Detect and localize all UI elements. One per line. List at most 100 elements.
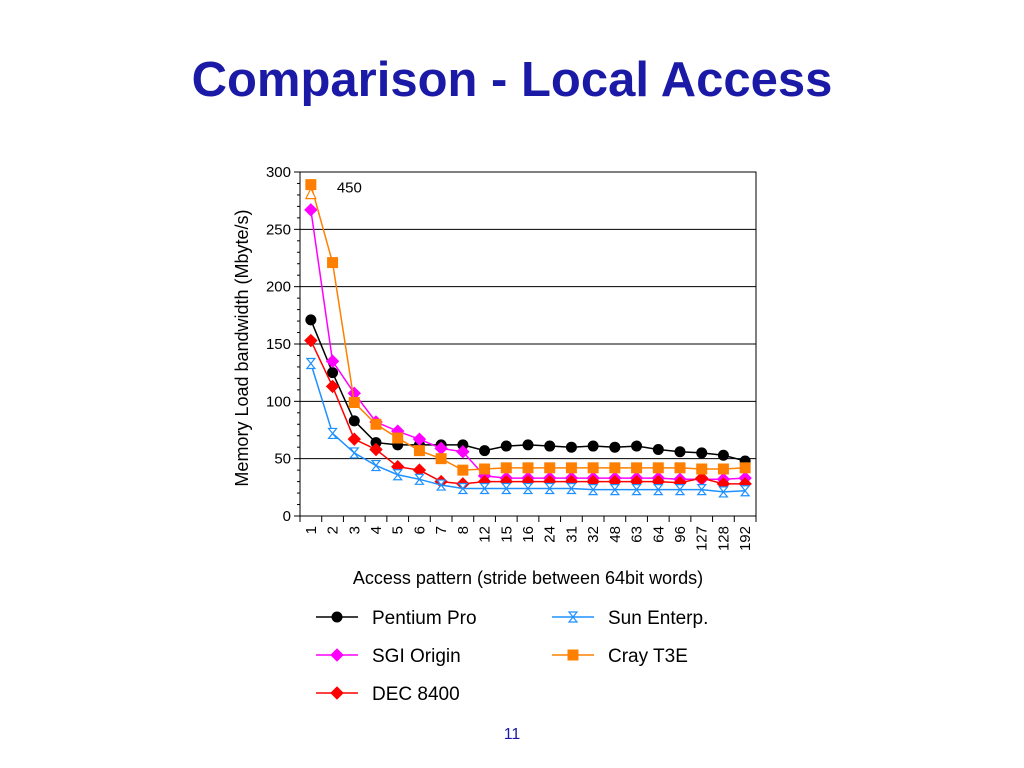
point-pentium-pro-32 [587, 440, 599, 452]
x-tick-label-127: 127 [694, 526, 711, 551]
y-tick-label-0: 0 [283, 508, 291, 525]
point-sun-enterp-48 [609, 484, 621, 496]
point-sun-enterp-1 [305, 357, 317, 370]
point-cray-t3e-5 [392, 432, 404, 444]
x-tick-label-15: 15 [498, 526, 515, 543]
point-sun-enterp-3 [349, 447, 360, 459]
y-tick-label-100: 100 [266, 393, 291, 410]
x-tick-label-6: 6 [411, 526, 428, 534]
x-tick-label-48: 48 [607, 526, 624, 543]
point-pentium-pro-1 [305, 314, 317, 326]
point-pentium-pro-15 [500, 440, 512, 452]
x-tick-label-32: 32 [585, 526, 602, 543]
point-pentium-pro-96 [674, 446, 686, 458]
legend-label-cray-t3e: Cray T3E [608, 646, 688, 667]
x-tick-label-8: 8 [455, 526, 472, 534]
point-pentium-pro-63 [631, 440, 643, 452]
y-axis-title: Memory Load bandwidth (Mbyte/s) [232, 209, 252, 486]
x-tick-label-4: 4 [368, 526, 385, 534]
x-axis-title: Access pattern (stride between 64bit wor… [353, 568, 703, 588]
point-sun-enterp-32 [587, 484, 599, 496]
point-pentium-pro-16 [522, 439, 534, 451]
legend-marker-cray-t3e [567, 649, 579, 661]
point-sun-enterp-128 [718, 486, 729, 498]
point-sun-enterp-6 [414, 473, 425, 485]
point-sun-enterp-192 [739, 485, 751, 497]
point-dec-8400-4 [369, 442, 383, 457]
point-cray-t3e-7 [435, 453, 447, 465]
point-cray-t3e-31 [565, 462, 577, 474]
point-sgi-origin-2 [325, 354, 340, 368]
point-sun-enterp-7 [435, 479, 447, 491]
y-tick-label-50: 50 [274, 451, 291, 468]
annotation-label: 450 [337, 180, 362, 197]
x-tick-label-5: 5 [390, 526, 407, 534]
legend-label-dec-8400: DEC 8400 [372, 684, 460, 705]
y-tick-label-150: 150 [266, 336, 291, 353]
point-pentium-pro-3 [348, 415, 360, 427]
point-cray-t3e-24 [544, 462, 556, 474]
point-cray-t3e-6 [413, 445, 425, 457]
point-sun-enterp-4 [370, 459, 382, 472]
point-sun-enterp-96 [674, 484, 686, 496]
x-tick-label-2: 2 [325, 526, 342, 534]
y-tick-label-300: 300 [266, 164, 291, 181]
point-pentium-pro-24 [544, 440, 556, 452]
point-cray-t3e-16 [522, 462, 534, 474]
point-dec-8400-1 [304, 333, 318, 348]
x-tick-label-64: 64 [650, 526, 667, 543]
point-pentium-pro-12 [479, 445, 491, 457]
page-number: 11 [503, 726, 521, 743]
point-cray-t3e-32 [587, 462, 599, 474]
point-sun-enterp-8 [457, 482, 469, 495]
point-sun-enterp-64 [653, 484, 664, 496]
point-cray-t3e-12 [479, 463, 491, 475]
point-sgi-origin-1 [304, 203, 318, 217]
x-tick-label-1: 1 [303, 526, 320, 534]
point-cray-t3e-64 [652, 462, 664, 474]
y-tick-label-250: 250 [266, 221, 291, 238]
x-tick-label-192: 192 [737, 526, 754, 551]
x-tick-label-16: 16 [520, 526, 537, 543]
point-sun-enterp-31 [566, 482, 577, 495]
point-cray-t3e-8 [457, 464, 469, 476]
x-tick-label-24: 24 [542, 526, 559, 543]
point-pentium-pro-128 [717, 449, 729, 461]
point-dec-8400-2 [325, 379, 340, 394]
slide-title: Comparison - Local Access [191, 53, 833, 107]
point-sgi-origin-8 [456, 445, 470, 459]
point-sun-enterp-5 [392, 469, 403, 481]
point-cray-t3e-127 [696, 463, 708, 475]
point-pentium-pro-48 [609, 441, 621, 453]
legend-label-pentium-pro: Pentium Pro [372, 608, 477, 629]
legend-marker-pentium-pro [331, 611, 343, 623]
x-tick-label-7: 7 [433, 526, 450, 534]
legend-label-sun-enterp: Sun Enterp. [608, 608, 708, 629]
point-cray-t3e-48 [609, 462, 621, 474]
x-tick-label-63: 63 [629, 526, 646, 543]
off-scale-indicator [304, 187, 317, 200]
x-tick-label-96: 96 [672, 526, 689, 543]
point-pentium-pro-64 [652, 443, 664, 455]
point-sun-enterp-12 [479, 482, 490, 495]
point-dec-8400-3 [347, 432, 361, 446]
point-cray-t3e-2 [327, 257, 339, 269]
point-cray-t3e-192 [739, 462, 751, 474]
x-tick-label-3: 3 [346, 526, 363, 534]
point-sun-enterp-24 [544, 482, 555, 495]
point-sun-enterp-15 [501, 482, 512, 495]
legend-marker-sun-enterp [567, 611, 579, 623]
point-cray-t3e-128 [717, 463, 729, 475]
point-cray-t3e-63 [631, 462, 643, 474]
legend-label-sgi-origin: SGI Origin [372, 646, 461, 667]
point-sun-enterp-2 [327, 427, 338, 440]
point-sun-enterp-16 [522, 482, 534, 495]
point-cray-t3e-4 [370, 418, 382, 430]
legend-marker-sgi-origin [330, 648, 344, 662]
legend-marker-dec-8400 [330, 686, 344, 700]
point-cray-t3e-15 [500, 462, 512, 474]
x-tick-label-128: 128 [715, 526, 732, 551]
point-pentium-pro-31 [565, 441, 577, 453]
point-sun-enterp-127 [696, 484, 707, 496]
